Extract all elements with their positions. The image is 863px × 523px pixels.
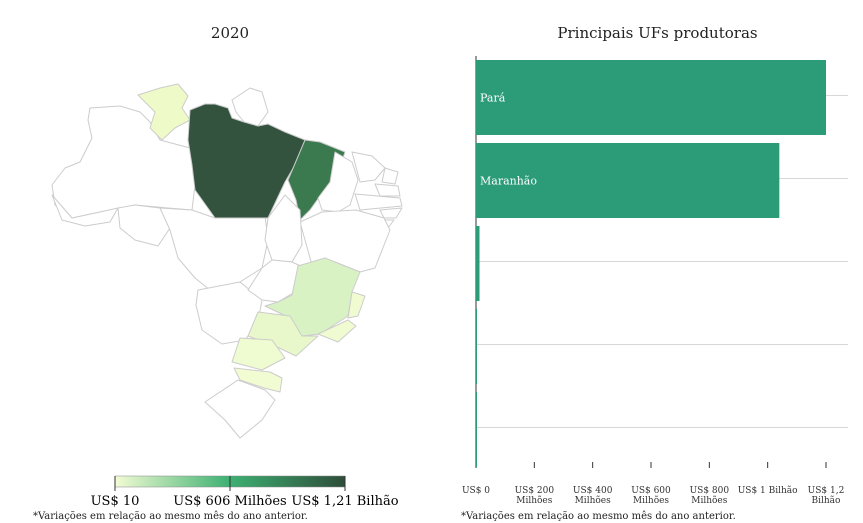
state-rs[interactable] — [204, 379, 276, 439]
state-am[interactable] — [51, 105, 211, 219]
x-tick-label: US$ 800 — [690, 486, 730, 496]
chart-footnote: *Variações em relação ao mesmo mês do an… — [461, 511, 736, 522]
state-ro[interactable] — [117, 204, 171, 247]
state-ce[interactable] — [351, 151, 386, 183]
x-tick-label: US$ 200 — [515, 486, 555, 496]
bar[interactable] — [476, 392, 477, 467]
map-title: 2020 — [210, 24, 250, 42]
state-rn[interactable] — [381, 167, 399, 185]
x-tick-label: Bilhão — [812, 495, 841, 506]
state-mt[interactable] — [159, 207, 269, 291]
state-ap[interactable] — [231, 87, 269, 127]
x-tick-label: Milhões — [691, 495, 728, 506]
x-tick-label: US$ 0 — [462, 486, 490, 496]
state-rj[interactable] — [317, 319, 357, 343]
x-tick-label: Milhões — [516, 495, 553, 506]
bar-label: Pará — [480, 92, 506, 105]
state-ma[interactable] — [287, 139, 346, 221]
x-tick-label: US$ 400 — [573, 486, 613, 496]
state-pe[interactable] — [354, 193, 403, 211]
chart-title: Principais UFs produtoras — [557, 24, 758, 42]
map-legend: US$ 10 US$ 606 Milhões US$ 1,21 Bilhão — [91, 475, 399, 509]
legend-label-min: US$ 10 — [91, 494, 140, 509]
legend-label-max: US$ 1,21 Bilhão — [291, 494, 398, 509]
state-ac[interactable] — [51, 194, 119, 227]
x-tick-label: US$ 600 — [631, 486, 671, 496]
bar[interactable] — [476, 309, 477, 384]
x-tick-label: Milhões — [633, 495, 670, 506]
map-footnote: *Variações em relação ao mesmo mês do an… — [33, 511, 308, 522]
state-pa[interactable] — [187, 103, 306, 219]
x-tick-label: US$ 1 Bilhão — [738, 485, 798, 496]
bar[interactable] — [476, 60, 826, 135]
bar-label: Maranhão — [480, 175, 537, 188]
x-tick-label: US$ 1,2 — [808, 486, 845, 496]
brazil-choropleth-map: US$ 10 US$ 606 Milhões US$ 1,21 Bilhão — [51, 83, 403, 509]
state-to[interactable] — [264, 194, 303, 263]
legend-label-mid: US$ 606 Milhões — [173, 494, 286, 509]
state-al[interactable] — [379, 207, 403, 219]
bar[interactable] — [476, 226, 480, 301]
state-es[interactable] — [347, 291, 366, 319]
state-pr[interactable] — [231, 337, 286, 371]
state-sp[interactable] — [247, 311, 319, 357]
bar[interactable] — [476, 143, 780, 218]
x-tick-label: Milhões — [575, 495, 612, 506]
state-pb[interactable] — [374, 183, 401, 197]
state-sc[interactable] — [233, 367, 283, 393]
